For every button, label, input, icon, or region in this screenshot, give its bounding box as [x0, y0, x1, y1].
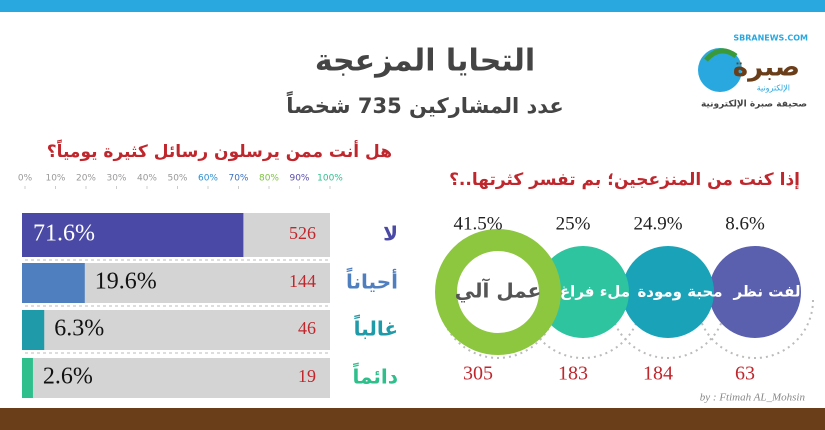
count-label: 305	[463, 363, 493, 385]
count-label: 46	[298, 318, 316, 338]
ring-label: محبة ومودة	[637, 283, 722, 301]
x-tick-label: 40%	[137, 174, 157, 184]
ring	[435, 229, 561, 355]
bottom-band	[0, 408, 825, 430]
x-tick-label: 80%	[259, 174, 279, 184]
x-tick-label: 90%	[289, 174, 309, 184]
count-label: 144	[289, 271, 316, 291]
title: التحايا المزعجة	[315, 44, 535, 79]
x-tick-label: 100%	[317, 174, 343, 184]
logo-site: SBRANEWS.COM	[733, 34, 808, 43]
category-label: أحياناً	[346, 267, 398, 293]
logo: SBRANEWS.COM صبرة الإلكترونية صحيفة صبرة…	[698, 34, 808, 110]
logo-tagline: الإلكترونية	[757, 84, 790, 94]
value-label: 71.6%	[33, 221, 95, 247]
ring-label: ملء فراغ	[560, 283, 630, 301]
bar	[22, 263, 85, 303]
x-tick-label: 10%	[45, 174, 65, 184]
logo-caption: صحيفة صبرة الإلكترونية	[701, 100, 807, 110]
bar	[22, 310, 45, 350]
ring-dots	[609, 299, 727, 359]
ring-dots	[439, 299, 557, 359]
count-label: 19	[298, 366, 316, 386]
rings: لفت نظر محبة ومودة ملء فراغ عمل آلي	[435, 229, 814, 359]
percent-label: 25%	[556, 213, 591, 234]
bar-track	[22, 358, 330, 398]
count-label: 183	[558, 363, 588, 385]
x-tick-label: 20%	[76, 174, 96, 184]
logo-leaf	[704, 48, 738, 62]
x-tick-label: 70%	[228, 174, 248, 184]
category-label: دائماً	[352, 362, 398, 388]
top-band	[0, 0, 825, 12]
percent-label: 24.9%	[633, 213, 682, 234]
ring-dots	[696, 299, 814, 359]
value-label: 19.6%	[95, 269, 157, 295]
ring-question: إذا كنت من المنزعجين؛ بم تفسر كثرتها..؟	[449, 170, 800, 190]
bar	[22, 213, 244, 257]
count-label: 63	[735, 363, 755, 385]
ring	[709, 246, 801, 338]
value-label: 2.6%	[43, 364, 93, 390]
ring	[622, 246, 714, 338]
ring	[537, 246, 629, 338]
x-tick-label: 30%	[106, 174, 126, 184]
credit: by : Ftimah AL_Mohsin	[700, 392, 806, 404]
x-tick-label: 50%	[167, 174, 187, 184]
ring-label: عمل آلي	[455, 278, 541, 304]
count-label: 184	[643, 363, 673, 385]
count-label: 526	[289, 223, 316, 243]
x-tick-label: 60%	[198, 174, 218, 184]
value-label: 6.3%	[54, 316, 104, 342]
subtitle: عدد المشاركين 735 شخصاً	[286, 90, 564, 118]
percent-label: 41.5%	[453, 213, 502, 234]
bar	[22, 358, 33, 398]
ring-label: لفت نظر	[732, 283, 800, 301]
ring-dots	[524, 299, 642, 359]
x-tick-label: 0%	[18, 174, 33, 184]
bar-track	[22, 310, 330, 350]
bar-question: هل أنت ممن يرسلون رسائل كثيرة يومياً؟	[47, 138, 392, 162]
percent-label: 8.6%	[725, 213, 765, 234]
category-label: لا	[383, 222, 398, 246]
category-label: غالباً	[354, 314, 398, 340]
logo-name: صبرة	[733, 53, 800, 83]
